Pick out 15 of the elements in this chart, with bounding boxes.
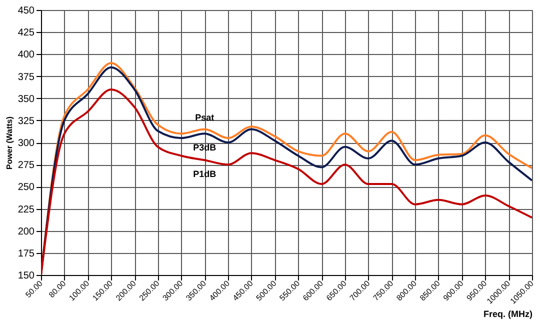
y-tick-label: 250 [18,182,35,194]
x-axis-title: Freq. (MHz) [484,308,532,319]
y-tick-label: 225 [18,204,35,216]
y-tick-label: 350 [18,94,35,105]
y-tick-label: 425 [18,28,35,39]
y-tick-label: 200 [18,226,35,238]
y-tick-label: 450 [18,6,35,16]
y-tick-label: 375 [18,72,35,83]
y-tick-label: 150 [18,270,35,282]
y-tick-label: 400 [18,50,35,61]
y-tick-label: 175 [18,248,35,260]
y-axis-title: Power (Watts) [4,116,14,170]
y-tick-label: 325 [18,116,35,127]
y-tick-label: 300 [18,138,35,149]
y-tick-label: 275 [18,160,35,172]
